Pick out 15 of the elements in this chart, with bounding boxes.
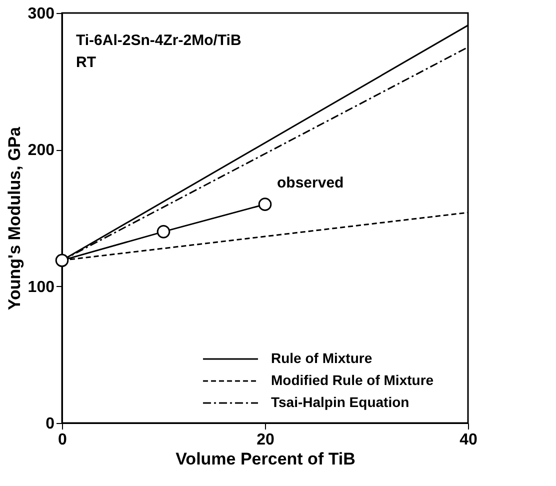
x-axis-title: Volume Percent of TiB <box>176 450 356 468</box>
series-label: observed <box>277 174 344 192</box>
y-tick-label: 200 <box>28 142 55 160</box>
y-tick-label: 300 <box>28 6 55 22</box>
legend-label: Tsai-Halpin Equation <box>271 394 410 410</box>
x-tick-label: 0 <box>58 432 68 448</box>
annotation: RT <box>76 54 96 71</box>
x-tick-label: 20 <box>256 432 274 448</box>
y-tick-label: 0 <box>46 416 55 432</box>
y-tick-label: 100 <box>28 278 55 296</box>
x-tick-label: 40 <box>460 432 478 448</box>
y-axis-title: Young's Modulus, GPa <box>4 126 24 310</box>
legend-label: Modified Rule of Mixture <box>271 372 434 388</box>
annotation: Ti-6Al-2Sn-4Zr-2Mo/TiB <box>76 32 242 49</box>
legend-label: Rule of Mixture <box>271 350 372 366</box>
